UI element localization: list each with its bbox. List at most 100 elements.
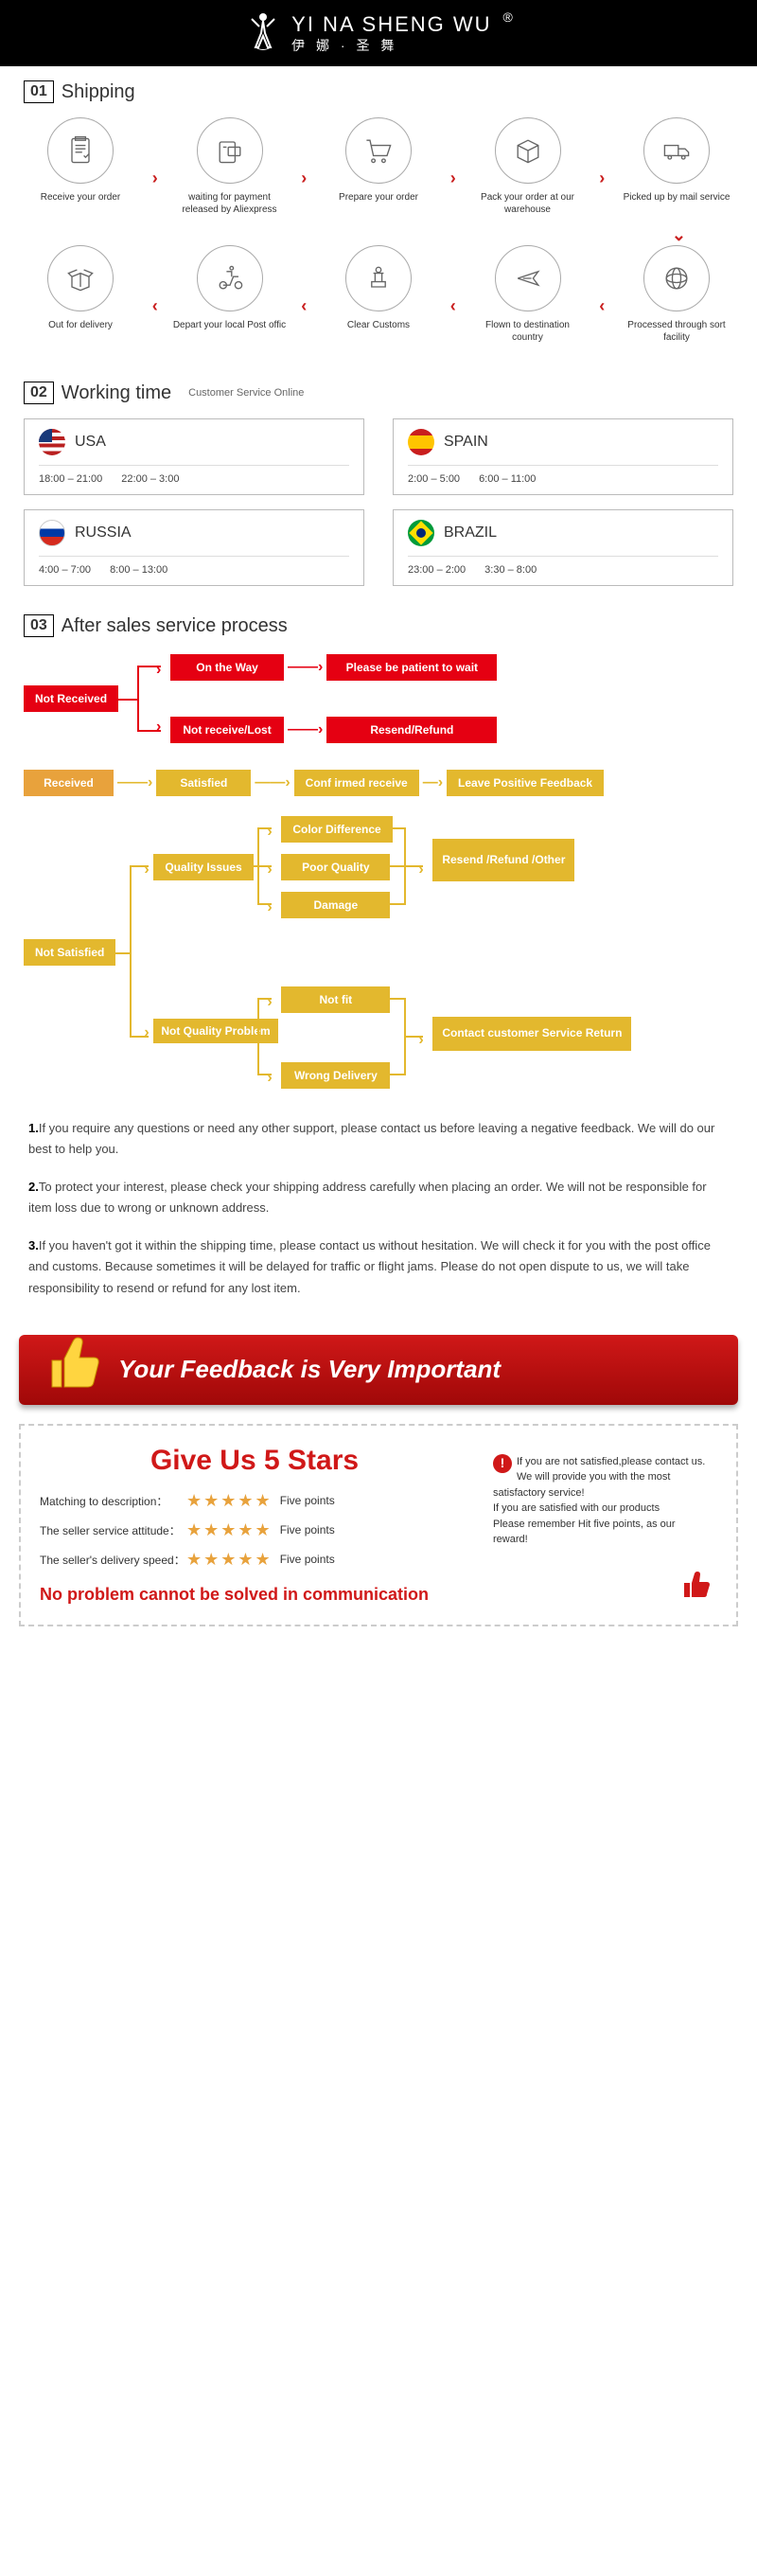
mini-thumb-icon <box>679 1568 713 1601</box>
star-label: The seller service attitude： <box>40 1522 186 1538</box>
section-number: 03 <box>24 614 54 637</box>
note-2: 2.To protect your interest, please check… <box>28 1177 729 1218</box>
section-number: 02 <box>24 382 54 404</box>
section-number: 01 <box>24 80 54 103</box>
star-row: The seller service attitude： ★★★★★ Five … <box>40 1520 469 1540</box>
step-depart: Depart your local Post offic <box>173 245 287 331</box>
clipboard-icon <box>47 117 114 184</box>
flow-wait: Please be patient to wait <box>326 654 497 681</box>
step-pickup: Picked up by mail service <box>620 117 733 204</box>
chevron-right-icon: › <box>599 169 605 188</box>
time-head: SPAIN <box>408 429 718 455</box>
step-pack: Pack your order at our warehouse <box>471 117 585 216</box>
box-icon <box>495 117 561 184</box>
payment-icon <box>197 117 263 184</box>
time-slot-2: 6:00 – 11:00 <box>479 473 536 485</box>
section-label: After sales service process <box>62 615 288 637</box>
stars-title: Give Us 5 Stars <box>40 1445 469 1477</box>
time-card-usa: USA 18:00 – 21:00 22:00 – 3:00 <box>24 418 364 495</box>
time-slots: 23:00 – 2:00 3:30 – 8:00 <box>408 556 718 576</box>
section-label: Shipping <box>62 81 135 103</box>
star-points: Five points <box>280 1494 335 1507</box>
country-name: RUSSIA <box>75 524 132 542</box>
shipping-row-1: Receive your order › waiting for payment… <box>24 117 733 216</box>
chevron-right-icon: › <box>152 169 158 188</box>
flow-quality: Quality Issues <box>153 854 253 880</box>
flow-feedback: Leave Positive Feedback <box>447 770 604 796</box>
step-flown: Flown to destination country <box>471 245 585 344</box>
chevron-left-icon: ‹ <box>599 296 605 316</box>
chevron-left-icon: ‹ <box>450 296 456 316</box>
star-label: Matching to description： <box>40 1493 186 1509</box>
time-card-russia: RUSSIA 4:00 – 7:00 8:00 – 13:00 <box>24 509 364 586</box>
registered-mark: ® <box>503 9 513 25</box>
time-slots: 18:00 – 21:00 22:00 – 3:00 <box>39 465 349 485</box>
step-payment: waiting for payment released by Aliexpre… <box>173 117 287 216</box>
workingtime-section: 02 Working time Customer Service Online … <box>0 367 757 600</box>
flow-resend-refund: Resend/Refund <box>326 717 497 743</box>
flow-received: Received <box>24 770 114 796</box>
time-slot-2: 3:30 – 8:00 <box>484 564 537 576</box>
country-name: SPAIN <box>444 434 488 451</box>
feedback-banner: Your Feedback is Very Important <box>19 1335 738 1405</box>
step-customs: Clear Customs <box>322 245 435 331</box>
flow-poor: Poor Quality <box>281 854 390 880</box>
cart-icon <box>345 117 412 184</box>
time-head: BRAZIL <box>408 520 718 546</box>
flow-on-way: On the Way <box>170 654 284 681</box>
section-label: Working time <box>62 382 171 404</box>
not-satisfied-flow: Not Satisfied › › Quality Issues › › › C… <box>24 820 733 1085</box>
section-subtitle: Customer Service Online <box>188 387 304 399</box>
dancer-logo-icon <box>244 9 282 57</box>
chevron-down-icon: ⌄ <box>24 225 733 245</box>
five-stars-box: Give Us 5 Stars Matching to description：… <box>19 1424 738 1626</box>
time-head: USA <box>39 429 349 455</box>
bottom-message: No problem cannot be solved in communica… <box>40 1584 469 1606</box>
customs-icon <box>345 245 412 311</box>
time-head: RUSSIA <box>39 520 349 546</box>
star-icons: ★★★★★ <box>186 1550 273 1570</box>
time-grid: USA 18:00 – 21:00 22:00 – 3:00 SPAIN 2:0… <box>24 418 733 586</box>
brand-text: YI NA SHENG WU 伊 娜 · 圣 舞 <box>291 12 491 53</box>
open-box-icon <box>47 245 114 311</box>
star-row: The seller's delivery speed： ★★★★★ Five … <box>40 1550 469 1570</box>
brazil-flag-icon <box>408 520 434 546</box>
flow-damage: Damage <box>281 892 390 918</box>
flow-not-satisfied: Not Satisfied <box>24 939 115 966</box>
received-flow: Received ——› Satisfied ——› Conf irmed re… <box>24 770 733 796</box>
alert-icon: ! <box>493 1454 512 1473</box>
brand-header: YI NA SHENG WU 伊 娜 · 圣 舞 ® <box>0 0 757 66</box>
time-slot-1: 18:00 – 21:00 <box>39 473 102 485</box>
step-prepare: Prepare your order <box>322 117 435 204</box>
globe-icon <box>643 245 710 311</box>
flow-satisfied: Satisfied <box>156 770 251 796</box>
brand-chinese: 伊 娜 · 圣 舞 <box>291 38 491 54</box>
flow-not-received: Not Received <box>24 685 118 712</box>
shipping-title: 01 Shipping <box>24 80 733 103</box>
notes-section: 1.If you require any questions or need a… <box>0 1099 757 1335</box>
star-row: Matching to description： ★★★★★ Five poin… <box>40 1491 469 1511</box>
time-slot-1: 2:00 – 5:00 <box>408 473 460 485</box>
chevron-left-icon: ‹ <box>152 296 158 316</box>
step-receive-order: Receive your order <box>24 117 137 204</box>
time-slot-1: 4:00 – 7:00 <box>39 564 91 576</box>
note-3: 3.If you haven't got it within the shipp… <box>28 1235 729 1298</box>
chevron-right-icon: › <box>301 169 307 188</box>
step-sort: Processed through sort facility <box>620 245 733 344</box>
step-delivery: Out for delivery <box>24 245 137 331</box>
time-slot-1: 23:00 – 2:00 <box>408 564 466 576</box>
shipping-row-2: Out for delivery ‹ Depart your local Pos… <box>24 245 733 344</box>
country-name: BRAZIL <box>444 524 497 542</box>
time-slots: 4:00 – 7:00 8:00 – 13:00 <box>39 556 349 576</box>
usa-flag-icon <box>39 429 65 455</box>
time-card-spain: SPAIN 2:00 – 5:00 6:00 – 11:00 <box>393 418 733 495</box>
time-card-brazil: BRAZIL 23:00 – 2:00 3:30 – 8:00 <box>393 509 733 586</box>
time-slot-2: 8:00 – 13:00 <box>110 564 167 576</box>
flow-resend-other: Resend /Refund /Other <box>432 839 574 881</box>
brand-english: YI NA SHENG WU <box>291 12 491 37</box>
flow-lost: Not receive/Lost <box>170 717 284 743</box>
star-label: The seller's delivery speed： <box>40 1552 186 1568</box>
chevron-left-icon: ‹ <box>301 296 307 316</box>
not-received-flow: Not Received › › On the Way ——› Please b… <box>24 656 733 741</box>
logo-area: YI NA SHENG WU 伊 娜 · 圣 舞 ® <box>244 9 513 57</box>
